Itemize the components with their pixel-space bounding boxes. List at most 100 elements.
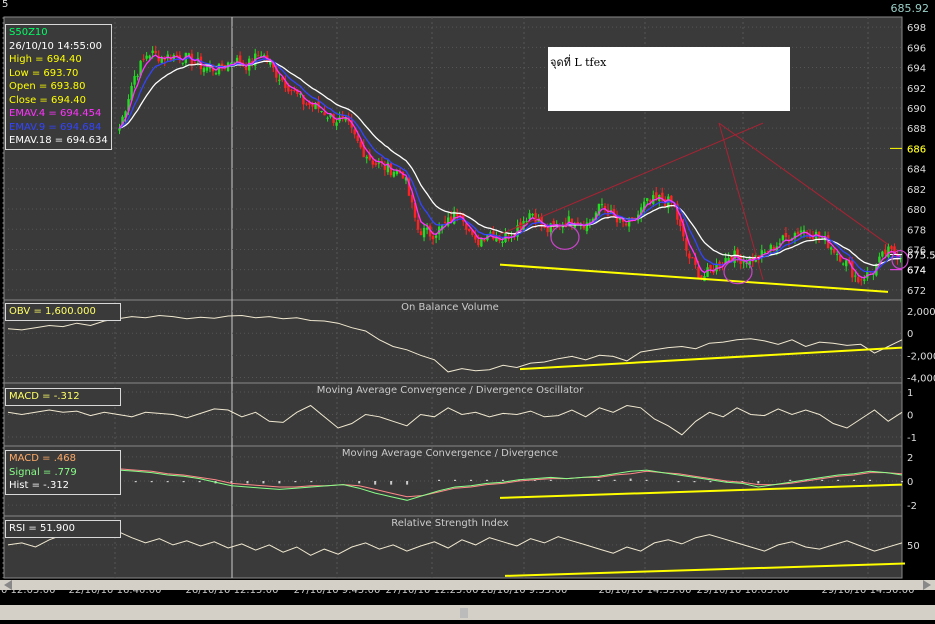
candle-body <box>552 220 555 225</box>
price-tick-label: 682 <box>907 185 926 196</box>
candle-body <box>269 61 272 65</box>
candle-body <box>437 226 441 235</box>
candle-body <box>211 68 215 72</box>
x-tick-label: 28/10/10 14:35:00 <box>598 585 691 596</box>
price-tick-label: 698 <box>907 23 926 34</box>
candle-body <box>661 192 664 201</box>
price-tick-label: 688 <box>907 124 926 135</box>
rsi-tick-label: 50 <box>907 541 920 552</box>
x-tick-label: 27/10/10 12:25:00 <box>385 585 478 596</box>
candle-body <box>646 198 649 202</box>
splitter-grip-icon[interactable] <box>460 608 468 618</box>
candle-body <box>362 144 365 158</box>
candle-body <box>793 232 797 239</box>
candle-body <box>371 160 374 165</box>
candle-body <box>694 257 697 265</box>
candle-body <box>446 217 450 226</box>
x-tick-label: 28/10/10 9:55:00 <box>481 585 568 596</box>
emav18-label: EMAV.18 = 694.634 <box>9 135 108 146</box>
emav4-line <box>118 54 901 279</box>
price-tick-label: 696 <box>907 43 926 54</box>
horizontal-scrollbar[interactable] <box>0 580 935 590</box>
candle-body <box>217 63 221 75</box>
candle-body <box>567 216 570 226</box>
annotation-note-box[interactable]: จุดที่ L tfex <box>548 47 790 111</box>
candle-body <box>416 219 420 230</box>
macd-info-box: MACD = .468 Signal = .779 Hist = -.312 <box>5 450 121 495</box>
candle-body <box>884 249 887 255</box>
candle-body <box>851 260 854 278</box>
candle-body <box>784 233 788 238</box>
candle-body <box>395 170 399 175</box>
candle-body <box>709 264 712 269</box>
candle-body <box>890 246 893 249</box>
low-label: Low = 693.70 <box>9 67 79 79</box>
candle-body <box>621 219 625 222</box>
obv-line <box>7 314 903 373</box>
obv-tick-label: 0 <box>907 329 913 340</box>
annotation-note-text: จุดที่ L tfex <box>550 56 607 69</box>
price-tick-label: 694 <box>907 64 926 75</box>
scroll-left-arrow-icon[interactable] <box>4 580 12 590</box>
candle-body <box>778 243 782 245</box>
candle-body <box>383 165 387 170</box>
value-tag-label: 674 <box>907 266 926 277</box>
candle-body <box>401 171 405 179</box>
candle-body <box>570 218 574 225</box>
candle-body <box>724 258 727 265</box>
candle-body <box>751 256 754 262</box>
scroll-right-arrow-icon[interactable] <box>923 580 931 590</box>
candle-body <box>769 244 773 251</box>
macd-osc-tick-label: -1 <box>907 433 917 444</box>
candle-body <box>456 213 459 217</box>
candle-body <box>229 62 233 64</box>
candle-body <box>673 203 676 206</box>
candle-body <box>585 222 589 232</box>
window-corner-label: 5 <box>2 0 9 10</box>
candle-body <box>615 214 619 223</box>
candle-body <box>172 55 175 61</box>
candle-body <box>691 257 694 259</box>
candle-body <box>296 89 299 94</box>
close-label: Close = 694.40 <box>9 94 86 106</box>
macd-trendline <box>499 483 903 499</box>
candle-body <box>727 258 730 261</box>
candle-body <box>618 218 622 220</box>
x-tick-label: 29/10/10 14:50:00 <box>821 585 914 596</box>
candle-body <box>235 57 239 63</box>
pattern-line <box>718 122 889 245</box>
candle-body <box>410 195 414 203</box>
candle-body <box>341 115 344 118</box>
candle-body <box>287 85 290 92</box>
candle-body <box>817 231 821 238</box>
rsi-info-box: RSI = 51.900 <box>5 520 121 538</box>
candle-body <box>290 89 293 91</box>
candle-body <box>682 223 685 237</box>
candle-body <box>130 85 133 101</box>
candle-body <box>642 201 646 210</box>
candle-body <box>308 101 311 105</box>
candle-body <box>281 77 284 81</box>
highlight-circle <box>891 249 909 270</box>
price-tick-label: 674 <box>907 266 926 277</box>
candle-body <box>591 218 595 223</box>
candle-body <box>323 112 326 116</box>
candle-body <box>474 235 477 240</box>
candle-body <box>299 93 302 95</box>
candle-body <box>154 50 157 54</box>
candle-body <box>832 248 836 253</box>
candle-body <box>338 117 341 122</box>
candle-body <box>407 178 411 196</box>
candle-body <box>878 256 881 263</box>
candle-body <box>534 213 537 224</box>
candle-body <box>781 235 785 241</box>
candle-body <box>326 117 329 119</box>
pattern-line <box>718 122 764 280</box>
candle-body <box>576 221 580 225</box>
candle-body <box>627 220 631 227</box>
price-tick-label: 686 <box>907 144 926 155</box>
candle-body <box>606 209 610 216</box>
candle-body <box>332 113 335 123</box>
candle-body <box>543 226 546 228</box>
